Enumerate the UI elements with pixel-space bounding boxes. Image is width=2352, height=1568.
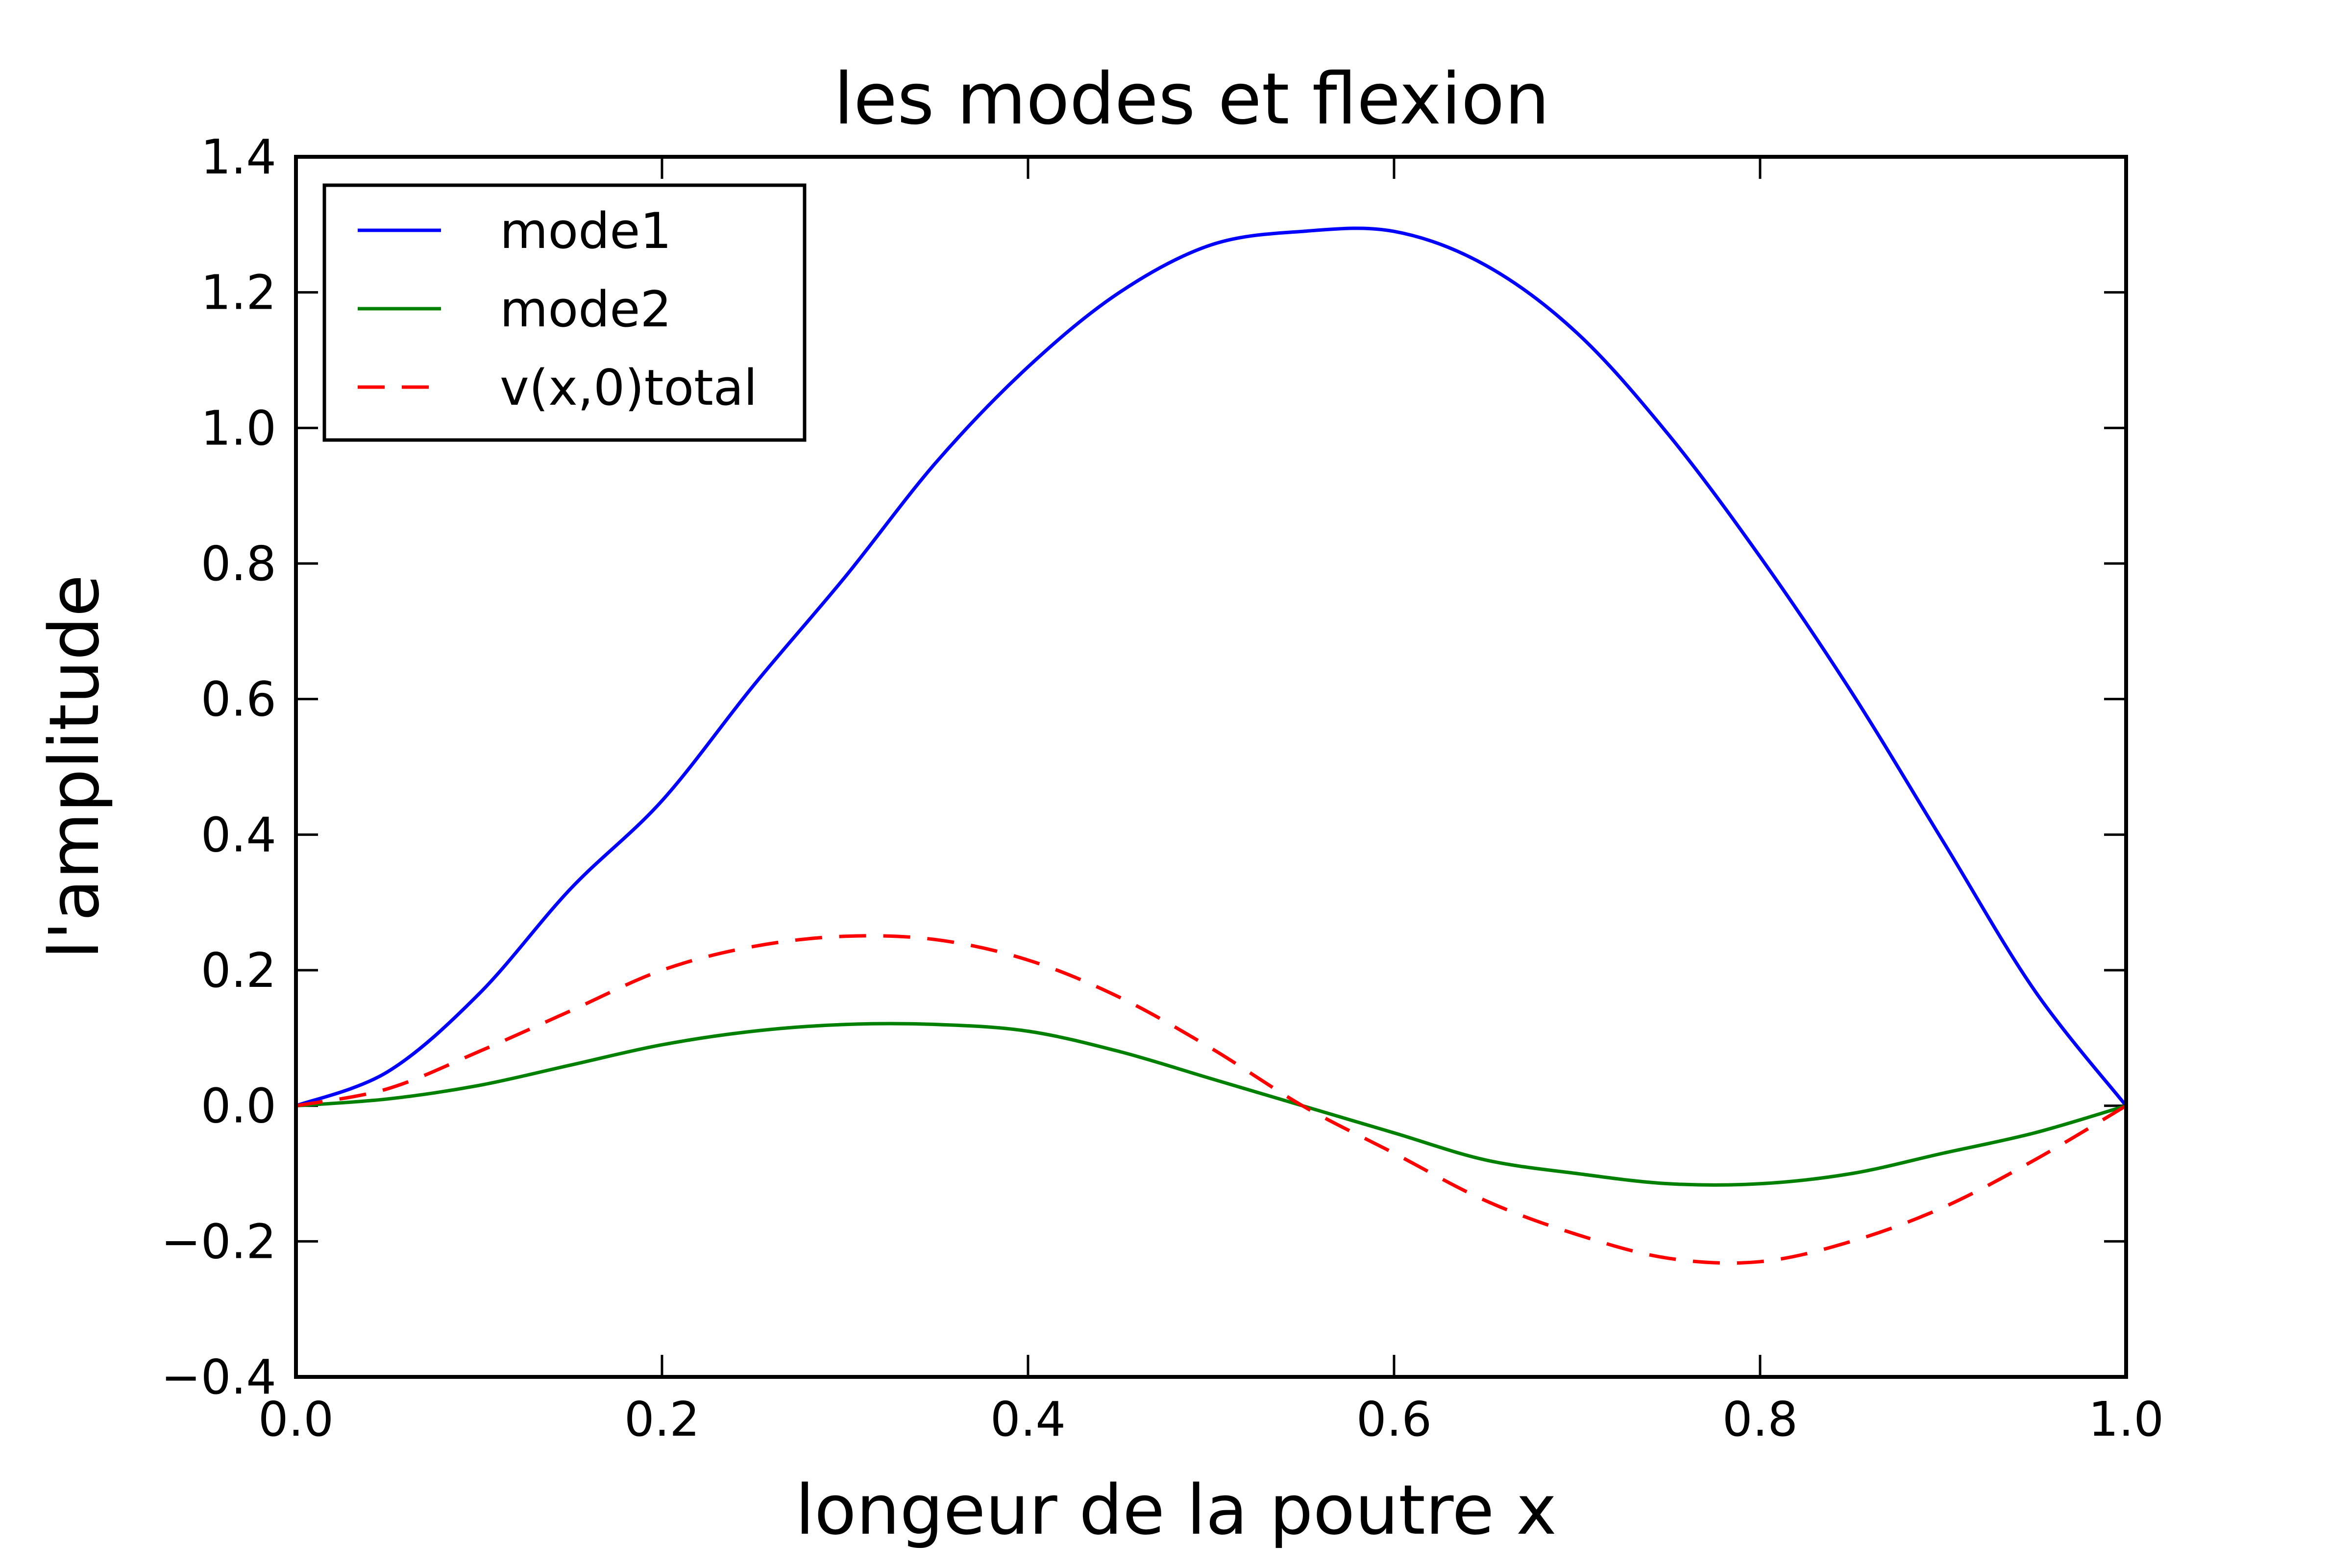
y-tick-label: 1.4 bbox=[201, 129, 276, 185]
x-tick-label: 0.2 bbox=[624, 1392, 700, 1447]
y-tick-label: 0.0 bbox=[201, 1078, 276, 1134]
series-line-mode2 bbox=[296, 1022, 2126, 1187]
y-tick-label: −0.4 bbox=[161, 1349, 276, 1405]
series-line-v-x-0-total bbox=[296, 934, 2126, 1265]
y-tick-label: 1.2 bbox=[201, 265, 276, 320]
plot-frame bbox=[294, 155, 2128, 1379]
ticks-layer: 0.0 0.2 0.4 0.6 0.8 1.0 −0.4 −0.2 0.0 0.2 0.4 0.6 0.… bbox=[161, 129, 2164, 1447]
legend-label: mode1 bbox=[500, 202, 672, 260]
y-tick-label: 0.8 bbox=[201, 536, 276, 591]
x-axis-label: longeur de la poutre x bbox=[795, 1470, 1557, 1550]
y-tick-label: 1.0 bbox=[201, 400, 276, 456]
x-tick-label: 0.8 bbox=[1722, 1392, 1798, 1447]
legend-box bbox=[322, 183, 807, 442]
series-layer bbox=[296, 226, 2126, 1265]
y-tick-label: 0.2 bbox=[201, 943, 276, 998]
legend-items: mode1 mode2 v(x,0)total bbox=[358, 202, 758, 416]
legend-label: mode2 bbox=[500, 280, 672, 338]
x-tick-label: 0.6 bbox=[1356, 1392, 1432, 1447]
series-line-mode1 bbox=[296, 226, 2126, 1107]
x-tick-label: 0.0 bbox=[258, 1392, 334, 1447]
legend-label: v(x,0)total bbox=[500, 359, 758, 416]
x-tick-label: 1.0 bbox=[2088, 1392, 2164, 1447]
y-axis-label: l'amplitude bbox=[35, 575, 115, 959]
chart-title: les modes et flexion bbox=[834, 58, 1550, 141]
y-tick-label: −0.2 bbox=[161, 1214, 276, 1269]
y-tick-label: 0.4 bbox=[201, 807, 276, 862]
legend: mode1 mode2 v(x,0)total bbox=[322, 183, 807, 442]
y-tick-label: 0.6 bbox=[201, 672, 276, 727]
x-tick-label: 0.4 bbox=[990, 1392, 1066, 1447]
